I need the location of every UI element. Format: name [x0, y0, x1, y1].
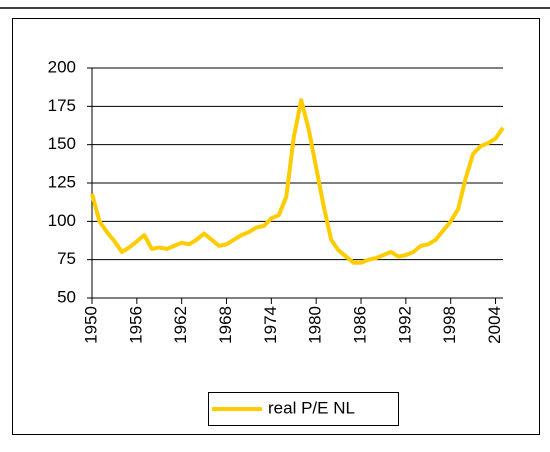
legend-label: real P/E NL: [268, 398, 355, 417]
y-tick-label: 200: [48, 57, 76, 76]
chart-border: [12, 18, 540, 435]
x-tick-label: 1992: [395, 306, 414, 344]
y-tick-label: 100: [48, 211, 76, 230]
x-tick-label: 1956: [126, 306, 145, 344]
x-tick-label: 1974: [261, 306, 280, 344]
y-tick-label: 150: [48, 134, 76, 153]
y-tick-label: 175: [48, 96, 76, 115]
y-tick-label: 50: [57, 287, 76, 306]
x-tick-label: 1950: [81, 306, 100, 344]
x-tick-label: 1962: [171, 306, 190, 344]
x-tick-label: 1968: [216, 306, 235, 344]
x-tick-label: 1986: [351, 306, 370, 344]
x-tick-label: 1998: [440, 306, 459, 344]
legend-box: [208, 392, 399, 426]
y-tick-label: 75: [57, 249, 76, 268]
x-tick-label: 1980: [306, 306, 325, 344]
data-line: [90, 98, 505, 265]
x-tick-label: 2004: [485, 306, 504, 344]
y-tick-label: 125: [48, 172, 76, 191]
